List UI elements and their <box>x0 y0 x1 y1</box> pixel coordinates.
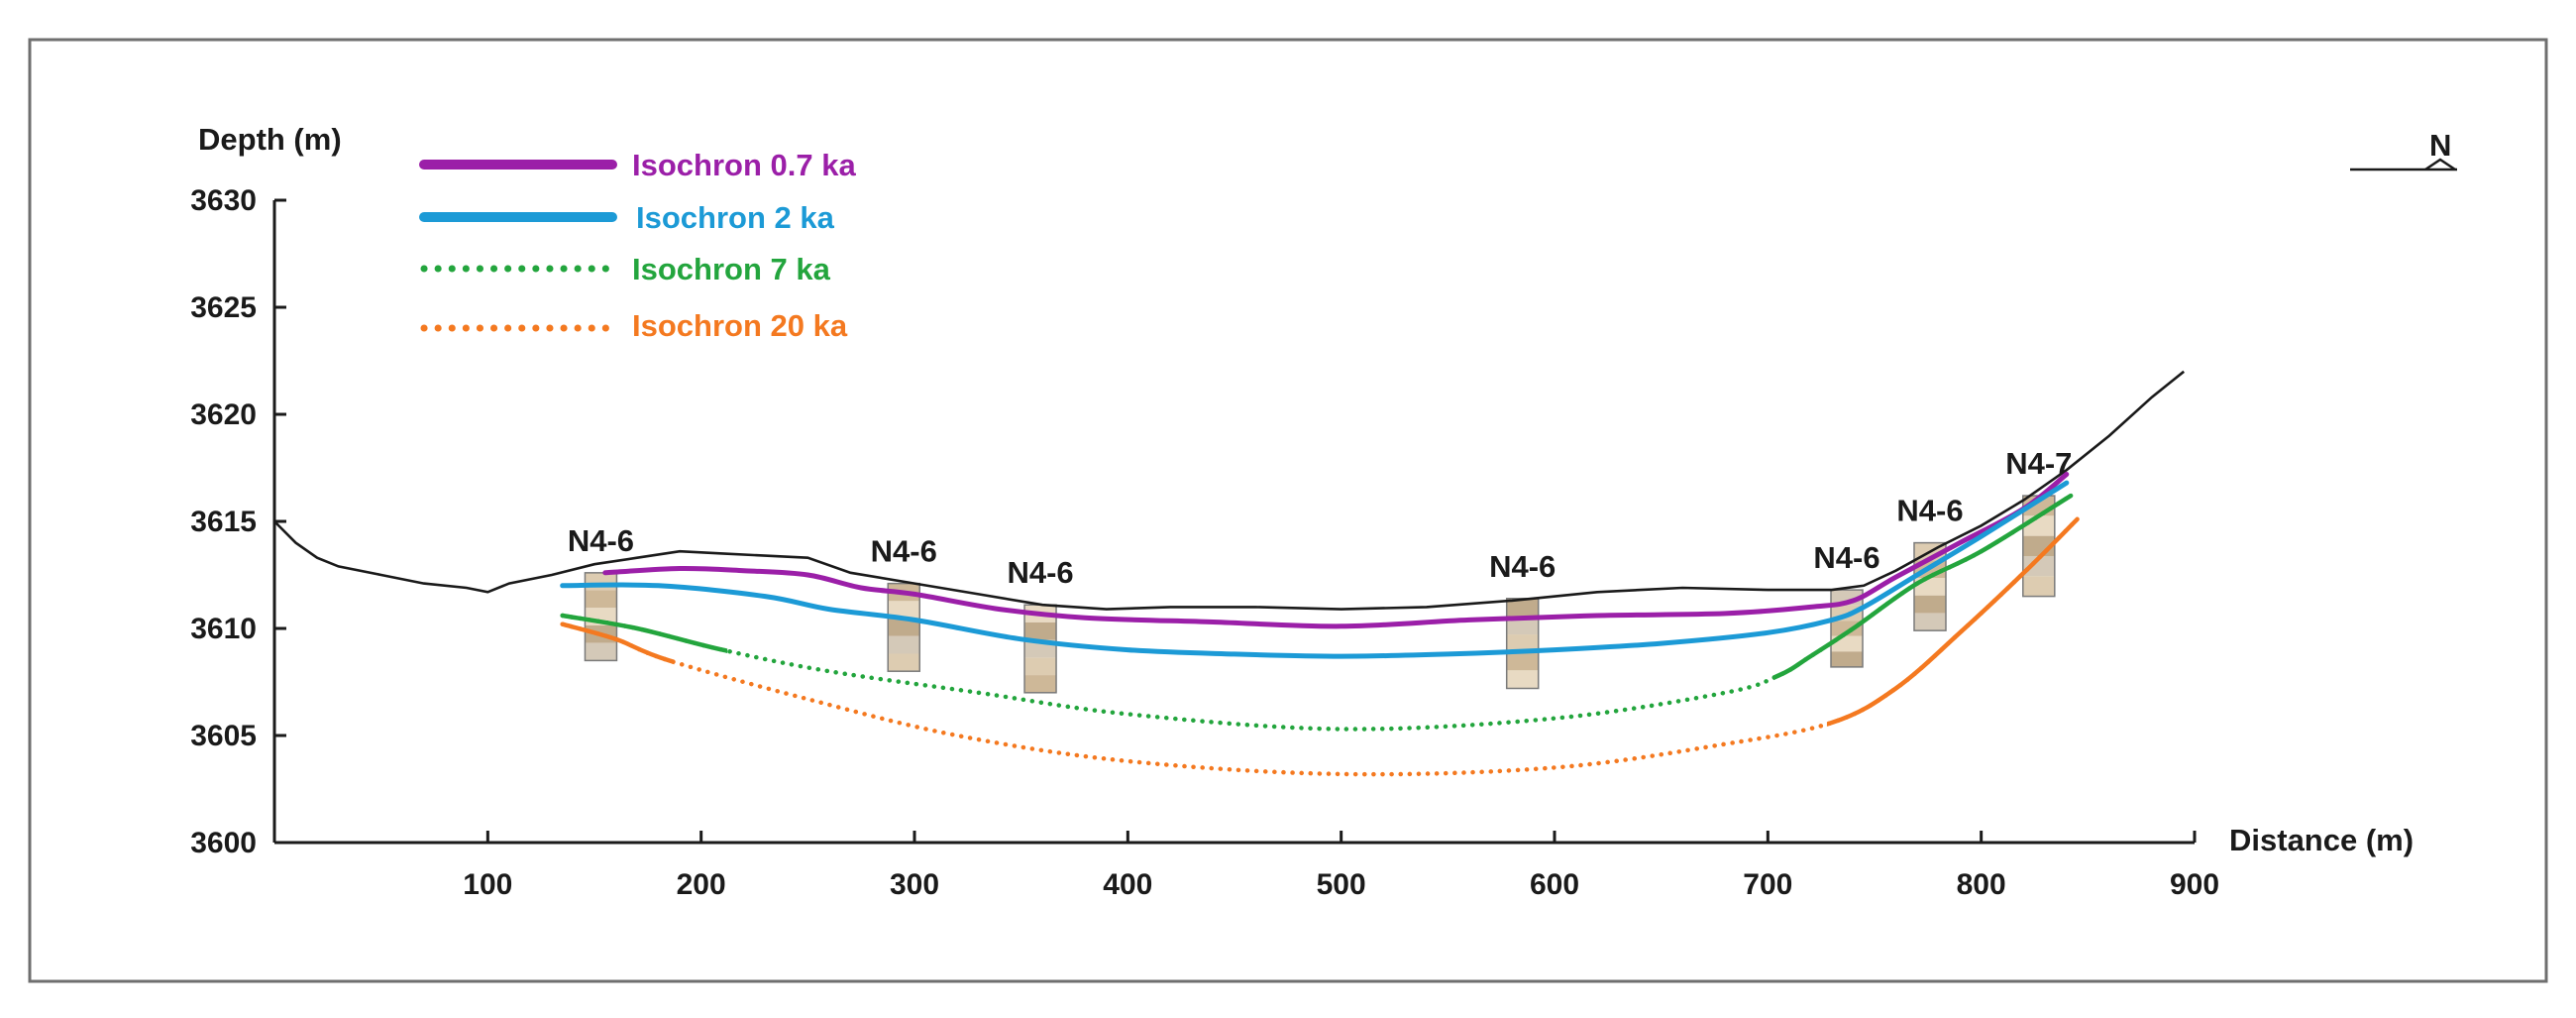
core-column: N4-6 <box>1489 549 1556 690</box>
core-column: N4-6 <box>871 534 937 672</box>
isochron-line <box>560 480 2070 659</box>
core-column: N4-6 <box>1007 555 1074 694</box>
core-outline <box>887 582 920 672</box>
legend-label-0-7ka: Isochron 0.7 ka <box>632 148 856 182</box>
core-column: N4-7 <box>2005 446 2072 598</box>
core-layer <box>585 572 617 591</box>
core-outline <box>584 572 618 662</box>
north-arrow: N <box>2350 128 2457 171</box>
core-layer <box>1831 621 1864 636</box>
x-tick-label: 500 <box>1317 868 1366 901</box>
y-tick-label: 3625 <box>190 291 257 324</box>
ground-surface-line <box>273 370 2186 611</box>
core-label: N4-6 <box>1896 494 1963 528</box>
legend-label-2ka: Isochron 2 ka <box>636 200 835 235</box>
core-label: N4-6 <box>568 523 634 558</box>
core-layer <box>2022 555 2055 577</box>
core-layer <box>585 642 617 661</box>
x-tick-label: 100 <box>463 868 512 901</box>
y-tick-label: 3600 <box>190 827 257 859</box>
x-tick-label: 400 <box>1103 868 1152 901</box>
core-layer <box>888 601 920 620</box>
y-axis-ticks: 3600 3605 3610 3615 3620 3625 3630 <box>190 184 286 859</box>
x-axis-ticks: 100 200 300 400 500 600 700 800 900 <box>463 831 2219 901</box>
core-layer <box>1024 675 1057 693</box>
core-layer <box>1506 634 1539 653</box>
x-tick-label: 600 <box>1530 868 1579 901</box>
core-column: N4-6 <box>1896 494 1964 631</box>
x-tick-label: 900 <box>2170 868 2219 901</box>
legend: Isochron 0.7 ka Isochron 2 ka Isochron 7… <box>419 148 856 343</box>
core-layer <box>888 619 920 636</box>
x-tick-label: 700 <box>1743 868 1792 901</box>
x-tick-label: 800 <box>1957 868 2006 901</box>
core-layer <box>1913 613 1946 631</box>
core-layer <box>585 590 617 609</box>
core-layer <box>2022 515 2055 536</box>
core-layer <box>1506 652 1539 671</box>
legend-label-20ka: Isochron 20 ka <box>632 308 848 343</box>
y-tick-label: 3630 <box>190 184 257 217</box>
y-tick-label: 3605 <box>190 720 257 752</box>
core-layer <box>1024 657 1057 676</box>
core-layer <box>1831 651 1864 667</box>
isochron-line <box>602 472 2070 629</box>
core-layer <box>2022 576 2055 597</box>
core-layer <box>1506 616 1539 635</box>
y-tick-label: 3615 <box>190 506 257 538</box>
core-layer <box>888 653 920 672</box>
x-tick-label: 200 <box>677 868 726 901</box>
y-tick-label: 3620 <box>190 398 257 431</box>
x-tick-label: 300 <box>890 868 939 901</box>
core-label: N4-6 <box>1813 540 1879 575</box>
core-label: N4-6 <box>1489 549 1556 584</box>
core-label: N4-6 <box>871 534 937 569</box>
north-label: N <box>2429 128 2451 163</box>
y-axis-label: Depth (m) <box>198 122 342 157</box>
core-layer <box>1913 595 1946 614</box>
core-columns: N4-6 N4-6 N4-6 N4-6 N4-6 N4-6 N4-7 <box>568 446 2072 694</box>
core-layer <box>1506 670 1539 689</box>
core-layer <box>1024 622 1057 640</box>
core-label: N4-6 <box>1007 555 1073 590</box>
core-outline <box>1830 589 1864 668</box>
legend-label-7ka: Isochron 7 ka <box>632 252 831 286</box>
core-layer <box>1506 598 1539 617</box>
x-axis-label: Distance (m) <box>2229 823 2414 857</box>
core-layer <box>888 635 920 654</box>
figure-frame <box>28 38 2548 983</box>
y-tick-label: 3610 <box>190 613 257 645</box>
